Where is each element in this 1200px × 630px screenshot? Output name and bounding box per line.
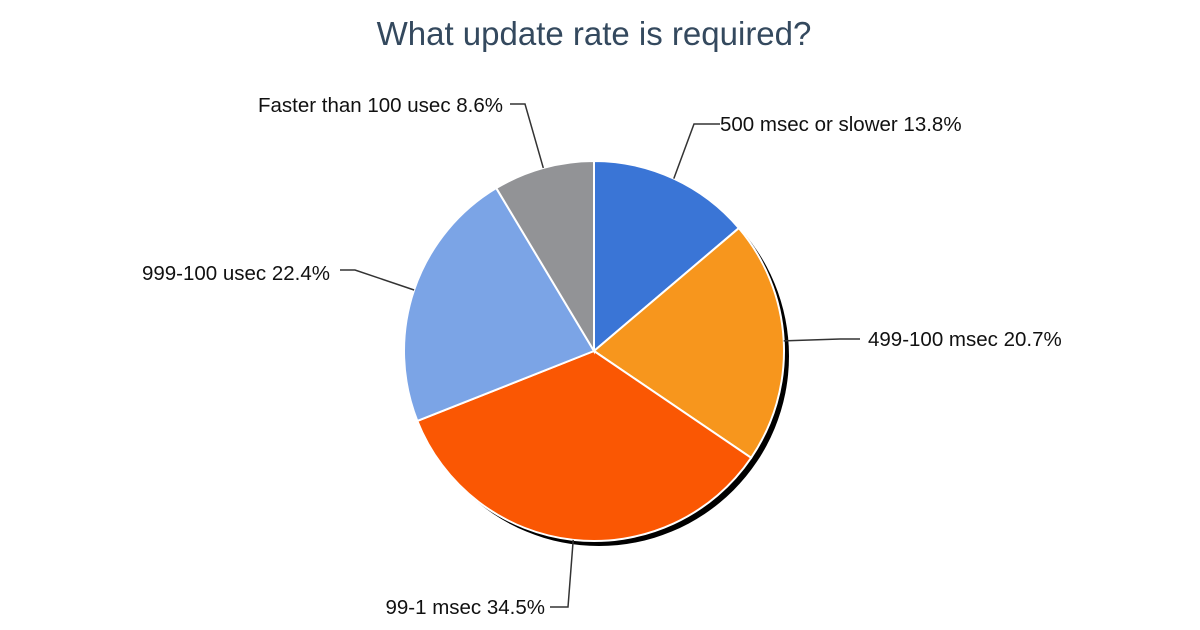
leader-line — [510, 103, 545, 169]
leader-line — [340, 269, 415, 291]
leader-line — [783, 338, 860, 342]
label-leaders — [340, 103, 860, 608]
slice-labels: 500 msec or slower 13.8% 499-100 msec 20.… — [142, 94, 1062, 619]
leader-line — [550, 539, 574, 608]
slice-label: 999-100 usec 22.4% — [142, 262, 330, 285]
pie-slice-500-msec-or-slower — [593, 159, 741, 354]
slice-label: 500 msec or slower 13.8% — [720, 113, 962, 136]
pie-slice-99-1-msec — [416, 349, 753, 542]
slice-label: 99-1 msec 34.5% — [385, 596, 545, 619]
leader-line — [673, 123, 720, 179]
pie-slice-faster-than-100-usec — [494, 159, 595, 355]
slice-label: 499-100 msec 20.7% — [868, 328, 1062, 351]
pie-slices — [403, 159, 785, 542]
chart-title: What update rate is required? — [377, 15, 812, 52]
slice-label: Faster than 100 usec 8.6% — [258, 94, 503, 117]
